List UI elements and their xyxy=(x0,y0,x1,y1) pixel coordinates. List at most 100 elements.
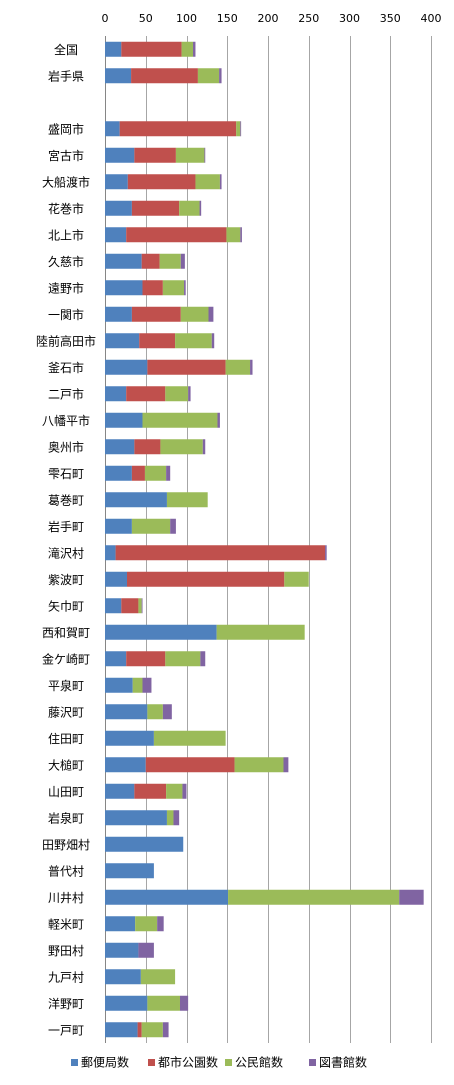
bar-segment xyxy=(399,889,424,905)
bar-segment xyxy=(283,757,289,773)
bar-segment xyxy=(165,386,189,402)
category-label: 葛巻町 xyxy=(48,493,84,507)
bar-segment xyxy=(179,995,189,1011)
bar-segment xyxy=(105,359,148,375)
bar-segment xyxy=(105,571,128,587)
bar-segment xyxy=(284,571,309,587)
bar-segment xyxy=(139,333,176,349)
bar-segment xyxy=(217,412,220,428)
category-label: 藤沢町 xyxy=(48,705,84,719)
category-label: 金ケ崎町 xyxy=(42,651,90,666)
category-label: 矢巾町 xyxy=(48,599,84,613)
bar-segment xyxy=(250,359,253,375)
bar-segment xyxy=(121,41,182,57)
bar-segment xyxy=(105,386,127,402)
bar-segment xyxy=(105,121,120,137)
bar-segment xyxy=(126,386,166,402)
x-tick-label: 0 xyxy=(102,12,109,25)
bar-segment xyxy=(127,174,196,190)
bar-segment xyxy=(131,306,181,322)
bar-segment xyxy=(175,333,212,349)
bar-segment xyxy=(166,810,174,826)
category-label: 花巻市 xyxy=(48,201,84,216)
bar-segment xyxy=(105,412,143,428)
legend-label: 郵便局数 xyxy=(81,1055,129,1070)
bar-segment xyxy=(179,200,200,216)
bar-segment xyxy=(166,465,171,481)
category-label: 八幡平市 xyxy=(42,413,90,428)
category-label: 川井村 xyxy=(48,891,84,905)
y-axis-categories: 全国岩手県盛岡市宮古市大船渡市花巻市北上市久慈市遠野市一関市陸前高田市釜石市二戸… xyxy=(36,42,96,1038)
bar-segment xyxy=(131,518,171,534)
bar-segment xyxy=(121,598,139,614)
bar-segment xyxy=(147,995,180,1011)
legend-label: 図書館数 xyxy=(319,1055,367,1070)
bar-segment xyxy=(131,200,180,216)
bar-segment xyxy=(137,1022,142,1038)
category-label: 一戸町 xyxy=(48,1023,84,1037)
legend-swatch xyxy=(225,1059,232,1066)
legend-swatch xyxy=(71,1059,78,1066)
x-axis-ticks: 0 50 100 150 200 250 300 350 400 xyxy=(102,12,442,25)
bars xyxy=(105,41,424,1038)
category-label: 普代村 xyxy=(48,864,84,878)
category-label: 西和賀町 xyxy=(42,626,90,640)
bar-segment xyxy=(126,651,166,667)
bar-segment xyxy=(153,730,226,746)
category-label: 滝沢村 xyxy=(48,546,84,560)
bar-segment xyxy=(142,677,152,693)
category-label: 山田町 xyxy=(48,785,84,799)
category-label: 久慈市 xyxy=(48,254,84,269)
bar-segment xyxy=(204,147,206,163)
bar-segment xyxy=(199,200,202,216)
bar-segment xyxy=(234,757,284,773)
category-label: 雫石町 xyxy=(48,467,84,481)
bar-segment xyxy=(105,624,217,640)
category-label: 二戸市 xyxy=(48,386,84,401)
bar-segment xyxy=(134,783,167,799)
bar-segment xyxy=(228,889,400,905)
bar-segment xyxy=(105,518,132,534)
bar-segment xyxy=(105,863,154,879)
bar-segment xyxy=(105,174,128,190)
x-tick-label: 150 xyxy=(217,12,238,25)
bar-segment xyxy=(119,121,237,137)
bar-segment xyxy=(140,969,176,985)
bar-segment xyxy=(225,359,251,375)
bar-segment xyxy=(216,624,305,640)
category-label: 大槌町 xyxy=(48,757,84,772)
category-label: 野田村 xyxy=(48,944,84,958)
bar-segment xyxy=(141,598,143,614)
bar-segment xyxy=(105,465,132,481)
bar-segment xyxy=(208,306,214,322)
category-label: 盛岡市 xyxy=(48,121,84,136)
category-label: 岩泉町 xyxy=(48,810,84,825)
bar-segment xyxy=(105,280,143,296)
bar-segment xyxy=(182,783,187,799)
bar-segment xyxy=(105,783,135,799)
bar-segment xyxy=(105,730,154,746)
bar-segment xyxy=(131,465,145,481)
bar-segment xyxy=(105,651,127,667)
bar-segment xyxy=(219,68,222,84)
bar-segment xyxy=(147,704,163,720)
bar-segment xyxy=(105,677,133,693)
x-tick-label: 250 xyxy=(298,12,319,25)
bar-segment xyxy=(131,68,198,84)
bar-segment xyxy=(105,492,167,508)
bar-segment xyxy=(105,200,132,216)
bar-segment xyxy=(134,439,161,455)
bar-segment xyxy=(147,359,226,375)
bar-segment xyxy=(135,916,158,932)
bar-segment xyxy=(141,1022,163,1038)
bar-segment xyxy=(160,439,203,455)
bar-segment xyxy=(105,545,116,561)
bar-segment xyxy=(180,306,209,322)
bar-segment xyxy=(105,757,146,773)
bar-segment xyxy=(105,836,184,852)
bar-segment xyxy=(165,651,201,667)
category-label: 遠野市 xyxy=(48,280,84,295)
bar-segment xyxy=(105,68,132,84)
bar-segment xyxy=(240,121,242,137)
